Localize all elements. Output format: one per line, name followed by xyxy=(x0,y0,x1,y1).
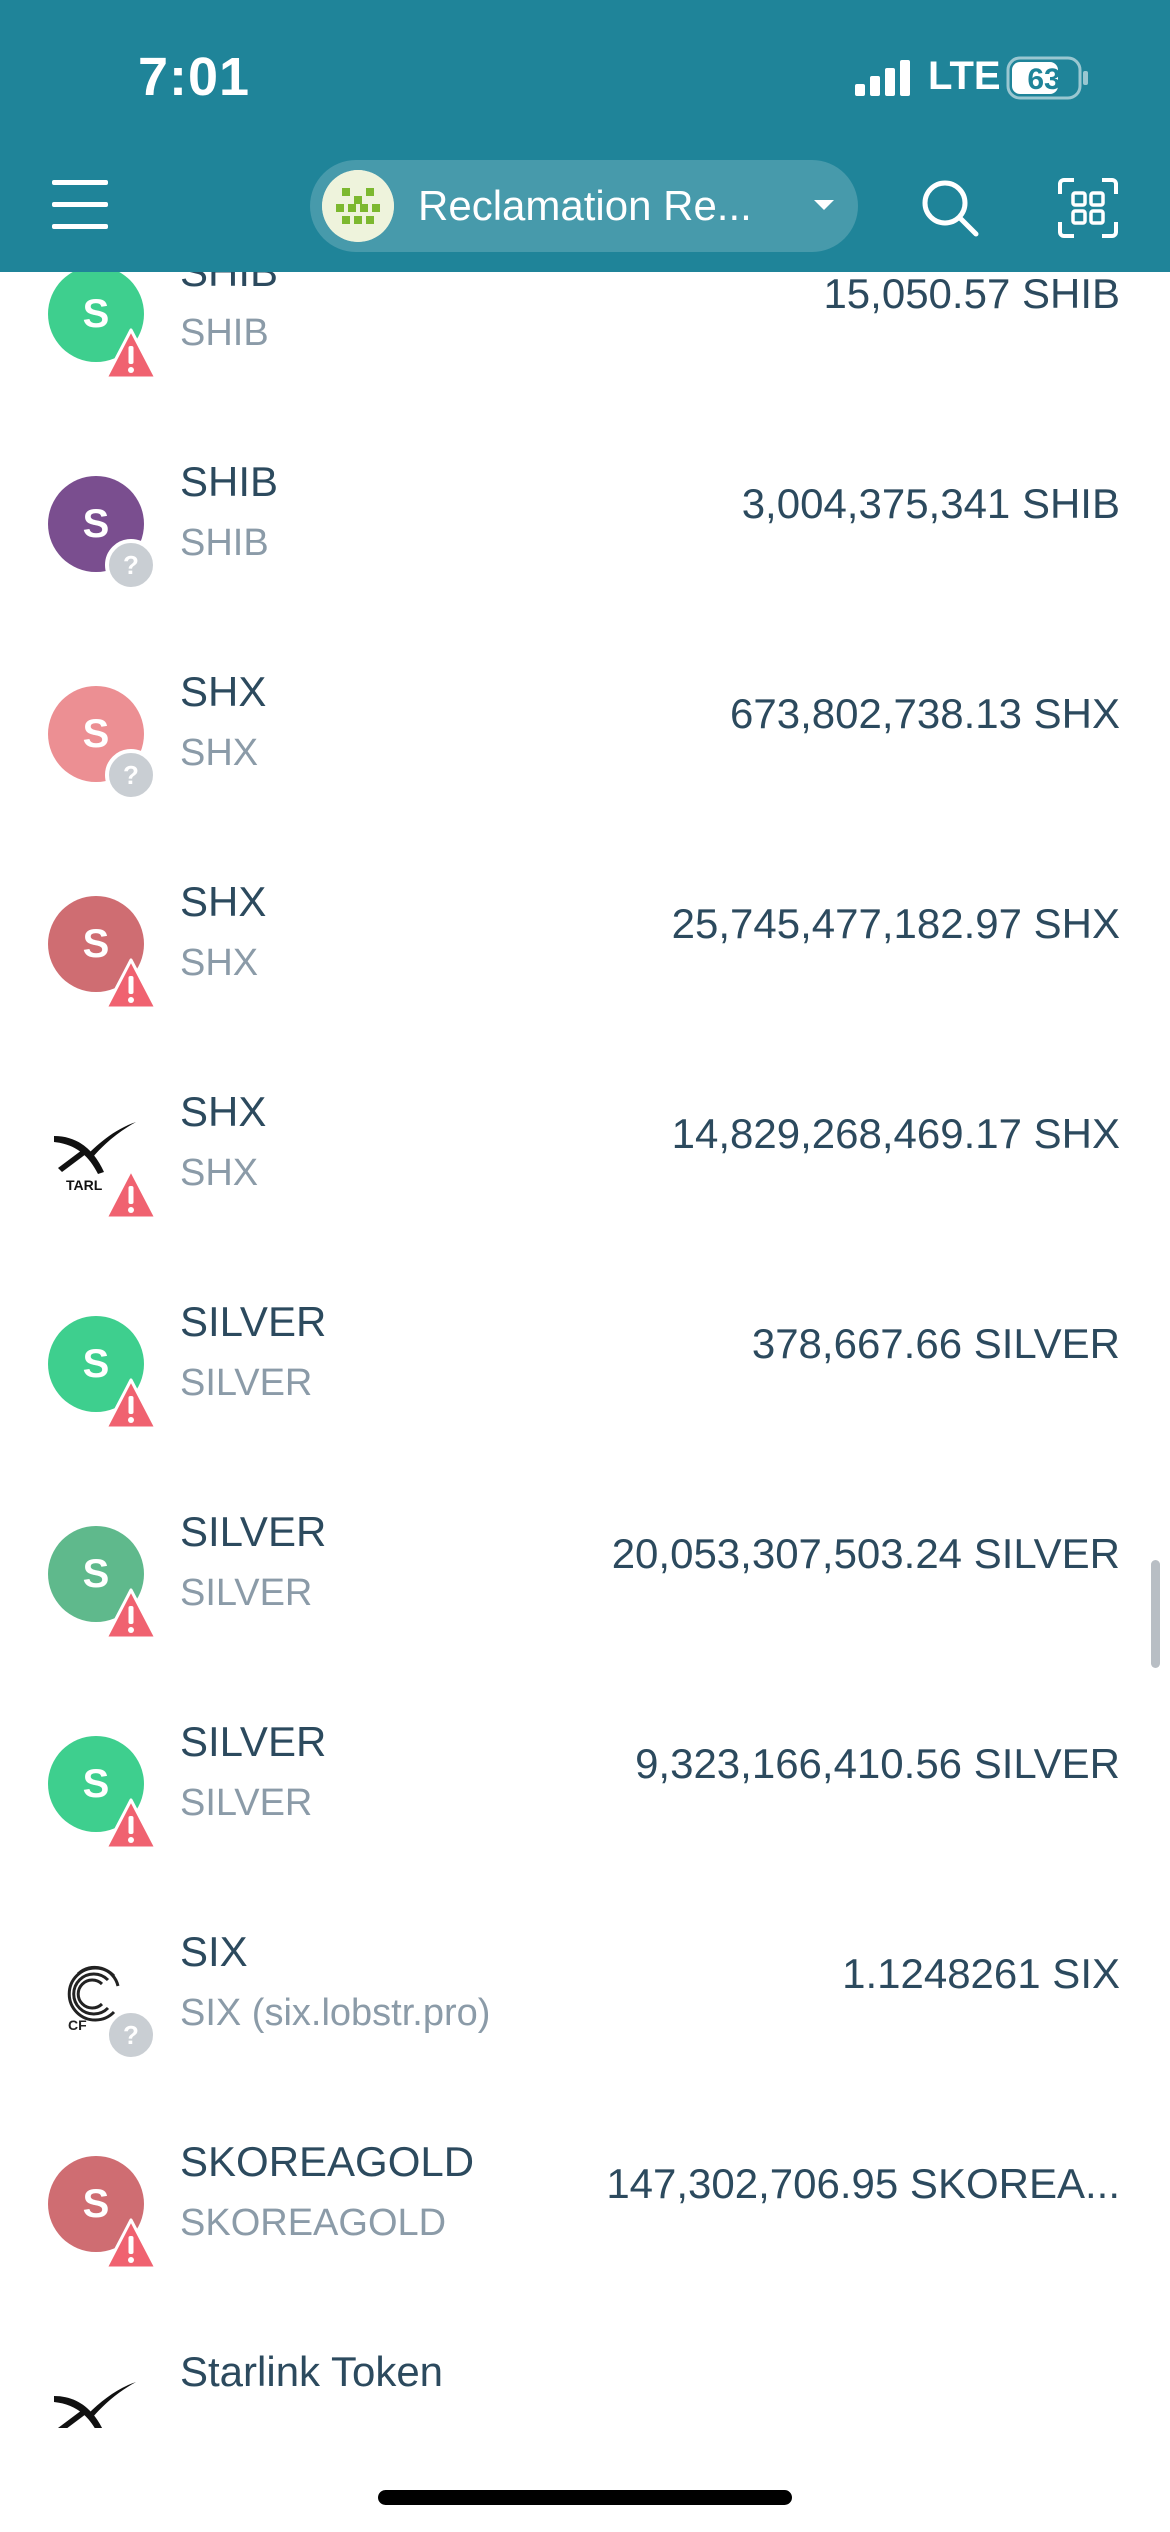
asset-balance: 14,829,268,469.17 SHX xyxy=(671,1110,1120,1157)
asset-issuer: SKOREAGOLD xyxy=(180,2202,447,2244)
asset-row[interactable]: S SHIB SHIB 15,050.57 SHIB xyxy=(0,272,1170,412)
warning-icon xyxy=(104,1588,158,1640)
menu-icon[interactable] xyxy=(52,178,112,232)
asset-code: SHIB xyxy=(180,458,279,505)
asset-row[interactable]: S SKOREAGOLD SKOREAGOLD 147,302,706.95 SKOR… xyxy=(0,2092,1170,2302)
unknown-asset-icon: ? xyxy=(105,749,157,801)
asset-balance: 1.1248261 SIX xyxy=(842,1950,1120,1997)
warning-icon xyxy=(104,1378,158,1430)
asset-avatar-icon: S xyxy=(48,272,144,362)
asset-balance: 378,667.66 SILVER xyxy=(751,1320,1120,1367)
asset-issuer: SILVER xyxy=(180,1782,313,1824)
svg-text:?: ? xyxy=(123,760,139,790)
asset-code: SHX xyxy=(180,878,267,925)
asset-row[interactable]: S SHX SHX 25,745,477,182.97 SHX xyxy=(0,832,1170,1042)
battery-level: 63 xyxy=(1027,63,1060,96)
warning-icon xyxy=(104,958,158,1010)
wallet-selector[interactable]: Reclamation Re... xyxy=(310,160,858,252)
asset-list[interactable]: S SHIB SHIB 15,050.57 SHIB S? SHIB SHIB 3,004,3… xyxy=(0,272,1170,2428)
asset-balance: 673,802,738.13 SHX xyxy=(730,690,1120,737)
asset-avatar-icon: S xyxy=(48,1526,144,1622)
search-icon[interactable] xyxy=(918,176,982,240)
unknown-asset-icon: ? xyxy=(105,2009,157,2061)
warning-icon xyxy=(104,1798,158,1850)
asset-issuer: SHIB xyxy=(180,522,269,564)
home-indicator[interactable] xyxy=(378,2490,792,2505)
six-logo-icon: CF xyxy=(48,1946,144,2042)
asset-issuer: SIX (six.lobstr.pro) xyxy=(180,1992,491,2034)
asset-balance: 20,053,307,503.24 SILVER xyxy=(611,1530,1120,1577)
network-type-label: LTE xyxy=(928,54,1001,98)
asset-issuer: SHX xyxy=(180,1152,259,1194)
status-time: 7:01 xyxy=(138,47,251,107)
asset-code: SHIB xyxy=(180,272,278,296)
asset-row[interactable]: S SILVER SILVER 378,667.66 SILVER xyxy=(0,1252,1170,1462)
asset-row[interactable]: S SILVER SILVER 9,323,166,410.56 SILVER xyxy=(0,1672,1170,1882)
logo-text: CF xyxy=(68,2017,87,2033)
scrollbar[interactable] xyxy=(1151,1560,1160,1668)
warning-icon xyxy=(104,2218,158,2270)
chevron-down-icon xyxy=(814,200,834,210)
asset-code: SHX xyxy=(180,668,267,715)
asset-code: Starlink Token xyxy=(180,2348,444,2395)
wallet-name: Reclamation Re... xyxy=(418,182,752,229)
asset-avatar-icon: S xyxy=(48,1316,144,1412)
signal-strength-icon xyxy=(855,60,910,96)
asset-code: SILVER xyxy=(180,1718,327,1765)
qr-scan-icon[interactable] xyxy=(1056,176,1120,240)
unknown-asset-icon: ? xyxy=(105,539,157,591)
asset-code: SKOREAGOLD xyxy=(180,2138,475,2185)
asset-balance: 15,050.57 SHIB xyxy=(823,272,1120,317)
asset-issuer: SILVER xyxy=(180,1572,313,1614)
starlink-logo-icon xyxy=(48,2366,144,2428)
asset-issuer: SHX xyxy=(180,942,259,984)
asset-code: SHX xyxy=(180,1088,267,1135)
asset-row[interactable]: TARL SHX SHX 14,829,268,469.17 SHX xyxy=(0,1042,1170,1252)
app-header: 7:01 LTE 63 Reclamation Re... xyxy=(0,0,1170,272)
asset-balance: 25,745,477,182.97 SHX xyxy=(671,900,1120,947)
asset-issuer: SHIB xyxy=(180,312,269,354)
asset-balance: 147,302,706.95 SKOREA... xyxy=(606,2160,1120,2207)
asset-avatar-icon: S xyxy=(48,686,144,782)
asset-row[interactable]: S? SHX SHX 673,802,738.13 SHX xyxy=(0,622,1170,832)
asset-balance: 9,323,166,410.56 SILVER xyxy=(635,1740,1120,1787)
logo-text: TARL xyxy=(66,1177,103,1193)
asset-row[interactable]: S? SHIB SHIB 3,004,375,341 SHIB xyxy=(0,412,1170,622)
battery-icon: 63 xyxy=(1006,56,1088,100)
asset-row[interactable]: S SILVER SILVER 20,053,307,503.24 SILVER xyxy=(0,1462,1170,1672)
warning-icon xyxy=(104,1168,158,1220)
asset-balance: 3,004,375,341 SHIB xyxy=(741,480,1120,527)
svg-text:?: ? xyxy=(123,550,139,580)
asset-row[interactable]: Starlink Token xyxy=(0,2302,1170,2428)
asset-code: SIX xyxy=(180,1928,248,1975)
svg-text:?: ? xyxy=(123,2020,139,2050)
asset-row[interactable]: CF? SIX SIX (six.lobstr.pro) 1.1248261 SIX xyxy=(0,1882,1170,2092)
asset-code: SILVER xyxy=(180,1298,327,1345)
asset-code: SILVER xyxy=(180,1508,327,1555)
asset-issuer: SILVER xyxy=(180,1362,313,1404)
asset-issuer: SHX xyxy=(180,732,259,774)
warning-icon xyxy=(104,328,158,380)
wallet-avatar-icon xyxy=(322,170,394,242)
